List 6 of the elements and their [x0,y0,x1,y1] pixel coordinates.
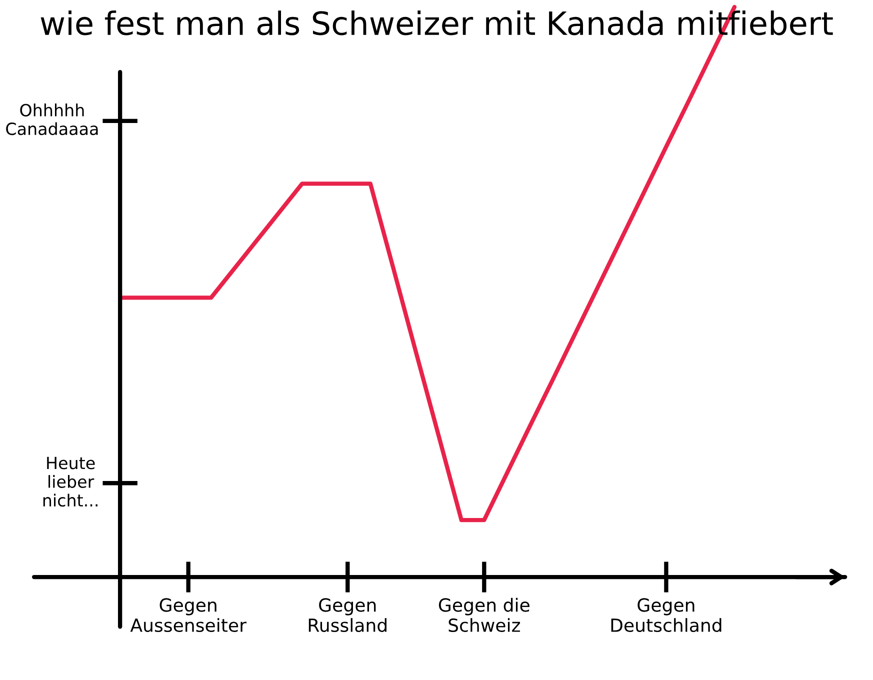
x-tick-label: Gegen Deutschland [611,598,722,632]
text: Heute lieber nicht... [43,456,98,507]
x-tick-label: Gegen Russland [308,598,386,632]
x-tick-label: Gegen die Schweiz [438,598,530,632]
text: Ohhhhh Canadaaaa [6,104,98,136]
x-tick-label: Gegen Aussenseiter [130,598,246,632]
